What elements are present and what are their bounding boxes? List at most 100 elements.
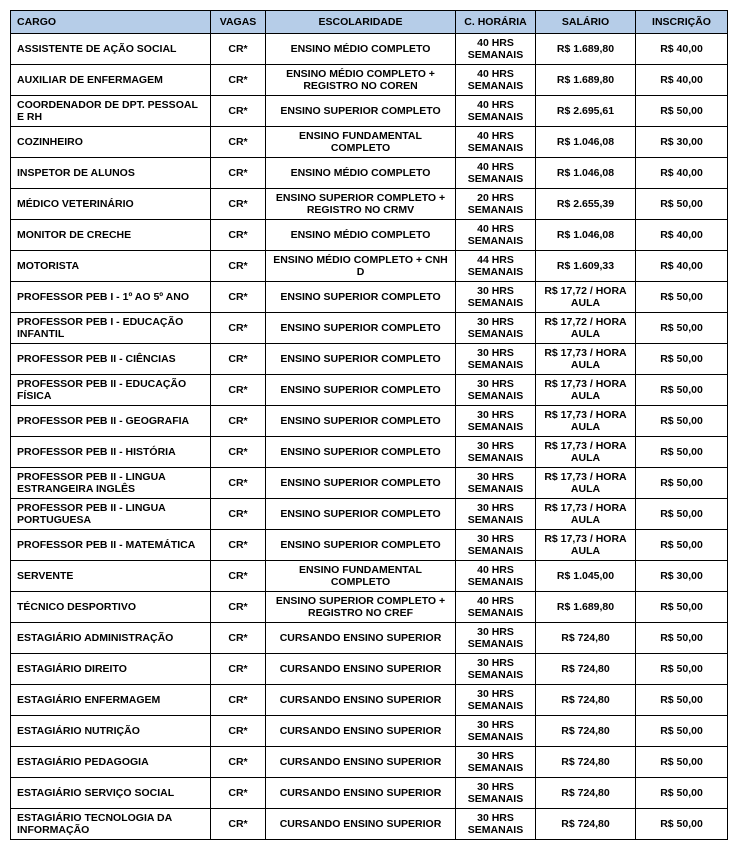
cell-inscricao: R$ 40,00 bbox=[636, 158, 728, 189]
cell-horaria: 30 HRS SEMANAIS bbox=[456, 282, 536, 313]
cell-salario: R$ 724,80 bbox=[536, 685, 636, 716]
cell-cargo: SERVENTE bbox=[11, 561, 211, 592]
col-header-vagas: VAGAS bbox=[211, 11, 266, 34]
cell-inscricao: R$ 50,00 bbox=[636, 189, 728, 220]
cell-salario: R$ 17,73 / HORA AULA bbox=[536, 437, 636, 468]
cell-horaria: 40 HRS SEMANAIS bbox=[456, 34, 536, 65]
table-row: MÉDICO VETERINÁRIOCR*ENSINO SUPERIOR COM… bbox=[11, 189, 728, 220]
table-header: CARGO VAGAS ESCOLARIDADE C. HORÁRIA SALÁ… bbox=[11, 11, 728, 34]
cell-cargo: PROFESSOR PEB II - MATEMÁTICA bbox=[11, 530, 211, 561]
cell-horaria: 20 HRS SEMANAIS bbox=[456, 189, 536, 220]
table-row: AUXILIAR DE ENFERMAGEMCR*ENSINO MÉDIO CO… bbox=[11, 65, 728, 96]
cell-horaria: 30 HRS SEMANAIS bbox=[456, 623, 536, 654]
cell-escolaridade: CURSANDO ENSINO SUPERIOR bbox=[266, 747, 456, 778]
table-row: COORDENADOR DE DPT. PESSOAL E RHCR*ENSIN… bbox=[11, 96, 728, 127]
cell-salario: R$ 17,73 / HORA AULA bbox=[536, 530, 636, 561]
cell-escolaridade: ENSINO SUPERIOR COMPLETO bbox=[266, 499, 456, 530]
cell-vagas: CR* bbox=[211, 530, 266, 561]
cell-salario: R$ 17,73 / HORA AULA bbox=[536, 499, 636, 530]
cell-vagas: CR* bbox=[211, 127, 266, 158]
table-row: PROFESSOR PEB II - EDUCAÇÃO FÍSICACR*ENS… bbox=[11, 375, 728, 406]
cell-salario: R$ 17,73 / HORA AULA bbox=[536, 375, 636, 406]
cell-horaria: 40 HRS SEMANAIS bbox=[456, 220, 536, 251]
cell-escolaridade: ENSINO SUPERIOR COMPLETO bbox=[266, 406, 456, 437]
table-row: ESTAGIÁRIO TECNOLOGIA DA INFORMAÇÃOCR*CU… bbox=[11, 809, 728, 840]
table-row: SERVENTECR*ENSINO FUNDAMENTAL COMPLETO40… bbox=[11, 561, 728, 592]
cell-vagas: CR* bbox=[211, 96, 266, 127]
table-row: INSPETOR DE ALUNOSCR*ENSINO MÉDIO COMPLE… bbox=[11, 158, 728, 189]
cell-escolaridade: ENSINO SUPERIOR COMPLETO bbox=[266, 344, 456, 375]
table-row: ESTAGIÁRIO SERVIÇO SOCIALCR*CURSANDO ENS… bbox=[11, 778, 728, 809]
cell-inscricao: R$ 50,00 bbox=[636, 685, 728, 716]
cell-inscricao: R$ 50,00 bbox=[636, 654, 728, 685]
cell-inscricao: R$ 40,00 bbox=[636, 251, 728, 282]
cell-cargo: AUXILIAR DE ENFERMAGEM bbox=[11, 65, 211, 96]
cell-horaria: 40 HRS SEMANAIS bbox=[456, 158, 536, 189]
cell-salario: R$ 1.046,08 bbox=[536, 127, 636, 158]
cell-horaria: 40 HRS SEMANAIS bbox=[456, 592, 536, 623]
cell-inscricao: R$ 30,00 bbox=[636, 127, 728, 158]
cell-inscricao: R$ 50,00 bbox=[636, 716, 728, 747]
cell-cargo: ESTAGIÁRIO SERVIÇO SOCIAL bbox=[11, 778, 211, 809]
cell-cargo: PROFESSOR PEB II - HISTÓRIA bbox=[11, 437, 211, 468]
table-row: ESTAGIÁRIO ADMINISTRAÇÃOCR*CURSANDO ENSI… bbox=[11, 623, 728, 654]
table-row: ESTAGIÁRIO DIREITOCR*CURSANDO ENSINO SUP… bbox=[11, 654, 728, 685]
cell-salario: R$ 724,80 bbox=[536, 747, 636, 778]
cell-inscricao: R$ 50,00 bbox=[636, 96, 728, 127]
table-row: COZINHEIROCR*ENSINO FUNDAMENTAL COMPLETO… bbox=[11, 127, 728, 158]
cell-vagas: CR* bbox=[211, 561, 266, 592]
cell-inscricao: R$ 40,00 bbox=[636, 34, 728, 65]
cell-horaria: 30 HRS SEMANAIS bbox=[456, 685, 536, 716]
cell-salario: R$ 724,80 bbox=[536, 623, 636, 654]
cell-cargo: TÉCNICO DESPORTIVO bbox=[11, 592, 211, 623]
cell-vagas: CR* bbox=[211, 158, 266, 189]
cell-escolaridade: ENSINO FUNDAMENTAL COMPLETO bbox=[266, 561, 456, 592]
cell-cargo: PROFESSOR PEB II - EDUCAÇÃO FÍSICA bbox=[11, 375, 211, 406]
cell-escolaridade: ENSINO MÉDIO COMPLETO + CNH D bbox=[266, 251, 456, 282]
cell-horaria: 40 HRS SEMANAIS bbox=[456, 65, 536, 96]
cell-vagas: CR* bbox=[211, 344, 266, 375]
cell-escolaridade: CURSANDO ENSINO SUPERIOR bbox=[266, 716, 456, 747]
cell-inscricao: R$ 50,00 bbox=[636, 809, 728, 840]
cell-horaria: 30 HRS SEMANAIS bbox=[456, 437, 536, 468]
cell-cargo: ASSISTENTE DE AÇÃO SOCIAL bbox=[11, 34, 211, 65]
cell-inscricao: R$ 50,00 bbox=[636, 623, 728, 654]
table-row: ASSISTENTE DE AÇÃO SOCIALCR*ENSINO MÉDIO… bbox=[11, 34, 728, 65]
cell-escolaridade: ENSINO SUPERIOR COMPLETO bbox=[266, 282, 456, 313]
cell-horaria: 30 HRS SEMANAIS bbox=[456, 778, 536, 809]
cell-salario: R$ 17,72 / HORA AULA bbox=[536, 313, 636, 344]
cell-inscricao: R$ 50,00 bbox=[636, 499, 728, 530]
cell-horaria: 30 HRS SEMANAIS bbox=[456, 747, 536, 778]
table-row: PROFESSOR PEB I - 1º AO 5º ANOCR*ENSINO … bbox=[11, 282, 728, 313]
cell-escolaridade: ENSINO SUPERIOR COMPLETO bbox=[266, 313, 456, 344]
cell-horaria: 30 HRS SEMANAIS bbox=[456, 499, 536, 530]
cell-vagas: CR* bbox=[211, 623, 266, 654]
cell-salario: R$ 17,73 / HORA AULA bbox=[536, 468, 636, 499]
cell-escolaridade: ENSINO MÉDIO COMPLETO bbox=[266, 34, 456, 65]
header-row: CARGO VAGAS ESCOLARIDADE C. HORÁRIA SALÁ… bbox=[11, 11, 728, 34]
cell-horaria: 30 HRS SEMANAIS bbox=[456, 654, 536, 685]
cell-salario: R$ 2.695,61 bbox=[536, 96, 636, 127]
table-row: PROFESSOR PEB II - LINGUA PORTUGUESACR*E… bbox=[11, 499, 728, 530]
cell-inscricao: R$ 50,00 bbox=[636, 437, 728, 468]
cell-inscricao: R$ 40,00 bbox=[636, 65, 728, 96]
cell-escolaridade: CURSANDO ENSINO SUPERIOR bbox=[266, 623, 456, 654]
cell-salario: R$ 724,80 bbox=[536, 716, 636, 747]
table-row: PROFESSOR PEB II - HISTÓRIACR*ENSINO SUP… bbox=[11, 437, 728, 468]
cell-vagas: CR* bbox=[211, 34, 266, 65]
cell-salario: R$ 1.689,80 bbox=[536, 65, 636, 96]
cell-salario: R$ 1.046,08 bbox=[536, 220, 636, 251]
cell-vagas: CR* bbox=[211, 685, 266, 716]
cell-horaria: 30 HRS SEMANAIS bbox=[456, 716, 536, 747]
cell-horaria: 30 HRS SEMANAIS bbox=[456, 313, 536, 344]
cell-cargo: MÉDICO VETERINÁRIO bbox=[11, 189, 211, 220]
col-header-inscricao: INSCRIÇÃO bbox=[636, 11, 728, 34]
cell-vagas: CR* bbox=[211, 251, 266, 282]
cell-cargo: PROFESSOR PEB II - LINGUA ESTRANGEIRA IN… bbox=[11, 468, 211, 499]
cell-cargo: ESTAGIÁRIO DIREITO bbox=[11, 654, 211, 685]
cell-horaria: 30 HRS SEMANAIS bbox=[456, 530, 536, 561]
cell-vagas: CR* bbox=[211, 65, 266, 96]
cell-escolaridade: CURSANDO ENSINO SUPERIOR bbox=[266, 685, 456, 716]
cell-cargo: ESTAGIÁRIO PEDAGOGIA bbox=[11, 747, 211, 778]
cell-escolaridade: ENSINO SUPERIOR COMPLETO + REGISTRO NO C… bbox=[266, 592, 456, 623]
